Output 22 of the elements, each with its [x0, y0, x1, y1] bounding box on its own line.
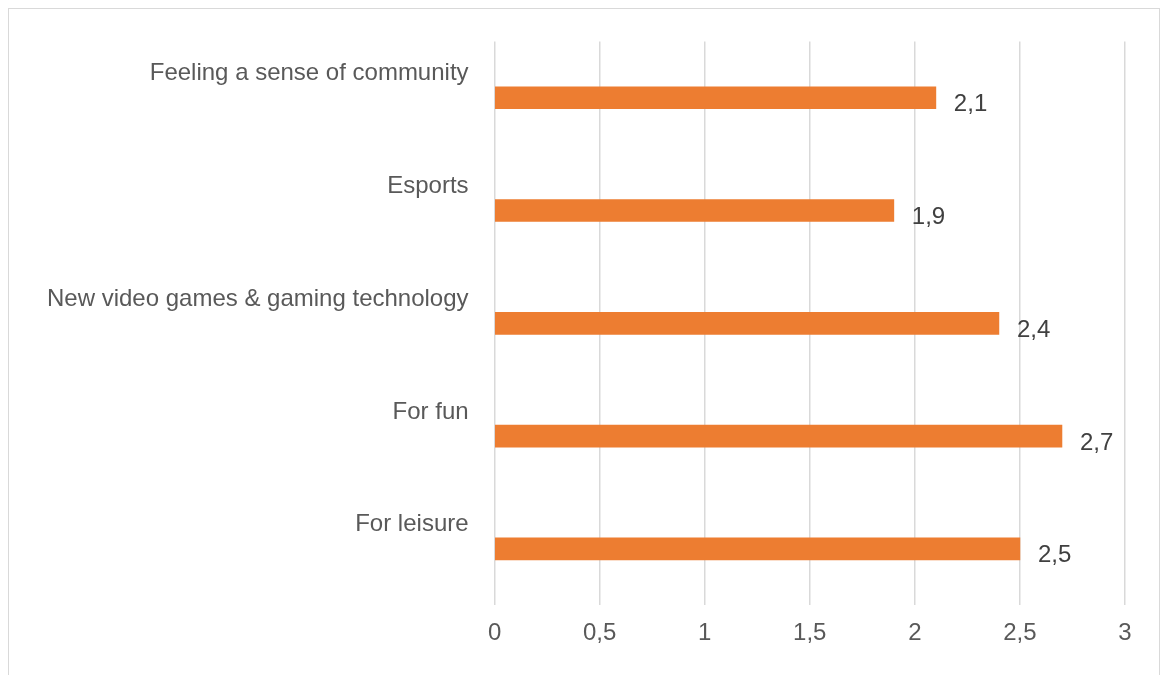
data-label: 2,5 [1037, 540, 1072, 568]
x-tick-label: 0 [487, 618, 502, 646]
y-tick-label: New video games & gaming technology [46, 283, 469, 311]
y-tick-label: For fun [392, 396, 469, 424]
bar [494, 311, 1000, 335]
x-tick-label: 2 [908, 618, 922, 646]
bar [494, 86, 937, 110]
bar [494, 537, 1021, 561]
data-label: 2,1 [953, 89, 988, 117]
x-tick-label: 0,5 [582, 618, 617, 646]
bar [494, 424, 1063, 448]
x-tick-label: 1 [698, 618, 712, 646]
x-tick-label: 1,5 [793, 618, 827, 646]
y-tick-label: For leisure [355, 509, 469, 537]
data-label: 2,7 [1079, 427, 1114, 455]
y-tick-label: Esports [387, 171, 469, 199]
data-label: 2,4 [1016, 314, 1051, 342]
y-tick-label: Feeling a sense of community [149, 58, 469, 86]
bar [494, 199, 895, 222]
data-label: 1,9 [911, 202, 946, 230]
x-tick-label: 2,5 [1003, 618, 1037, 646]
x-tick-label: 3 [1118, 618, 1132, 646]
